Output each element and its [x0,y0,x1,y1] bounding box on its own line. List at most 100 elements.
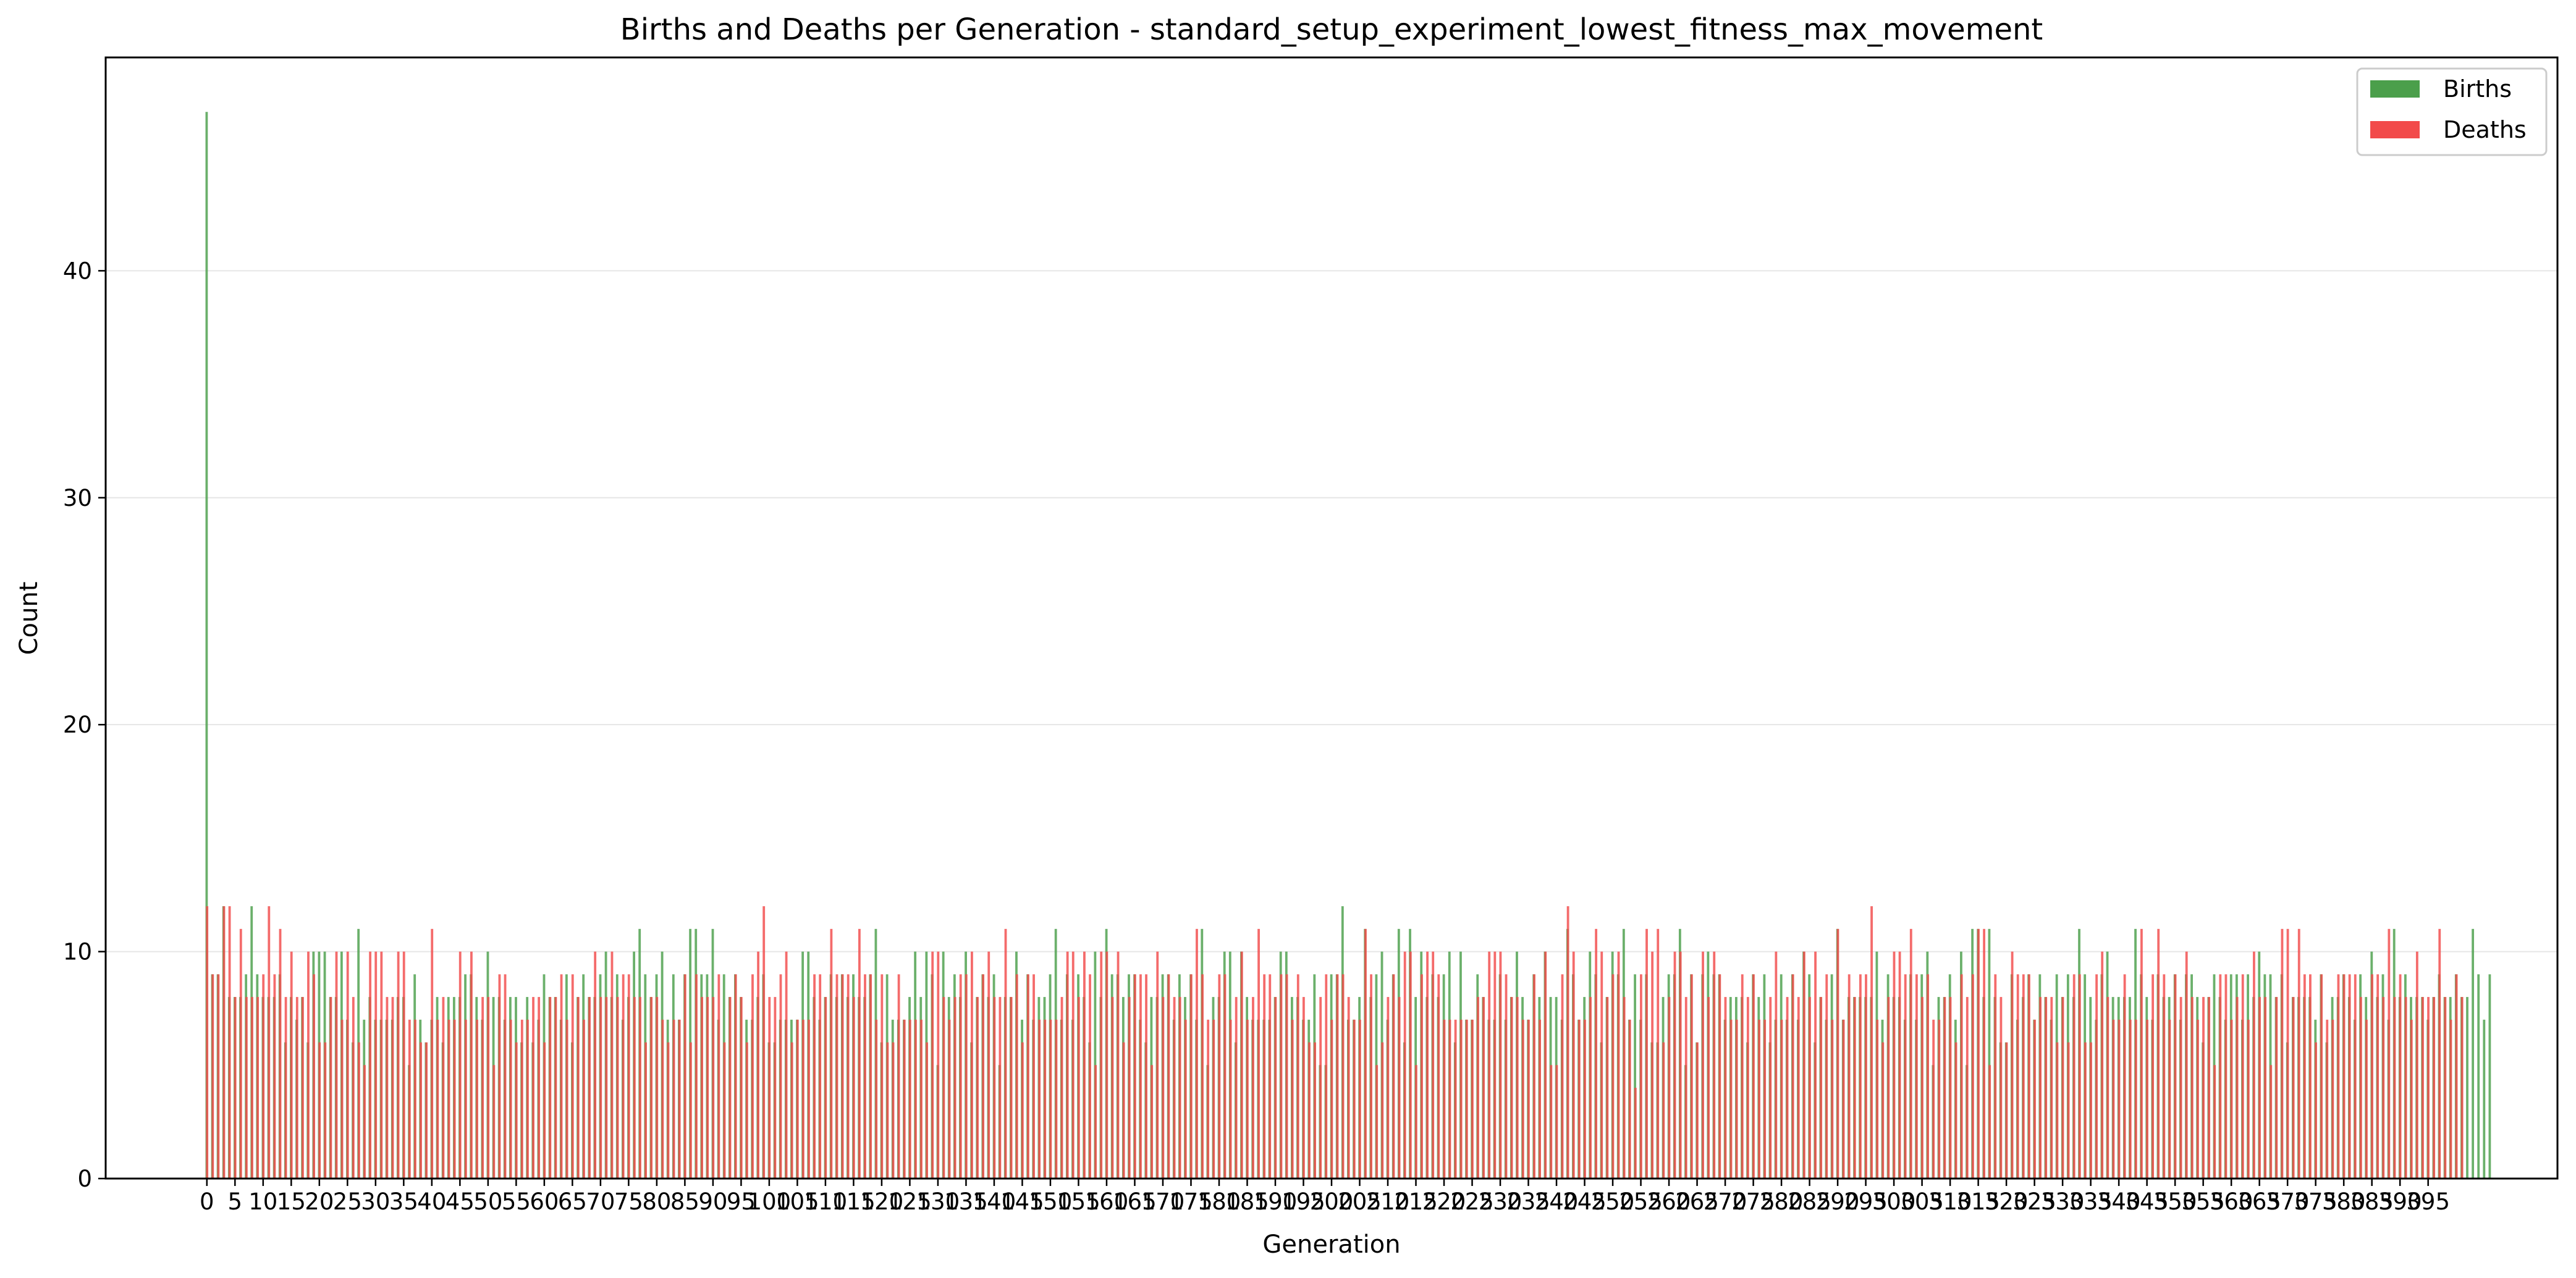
bar-deaths [1628,1019,1631,1179]
bar-deaths [2270,1065,2273,1179]
bar-deaths [1690,974,1693,1179]
bar-deaths [1707,997,1710,1179]
bar-deaths [1437,974,1440,1179]
x-tick-label: 225 [1450,1188,1494,1215]
bar-deaths [420,1042,422,1179]
bar-deaths [1921,997,1924,1179]
bar-deaths [335,951,338,1179]
bar-deaths [1392,974,1395,1179]
bar-deaths [576,997,580,1179]
x-tick-label: 65 [558,1188,587,1215]
bar-deaths [369,951,372,1179]
bar-deaths [717,974,720,1179]
bar-deaths [1758,1019,1760,1179]
bar-deaths [2241,974,2244,1179]
y-tick-label: 40 [63,258,92,284]
bar-deaths [2438,928,2441,1179]
bar-deaths [560,974,563,1179]
x-tick-label: 360 [2210,1188,2253,1215]
bar-deaths [2129,1019,2132,1179]
bar-deaths [329,997,332,1179]
bar-deaths [1021,1042,1024,1179]
bar-deaths [2106,997,2109,1179]
bar-deaths [1741,974,1744,1179]
bar-deaths [650,997,653,1179]
bar-deaths [835,974,838,1179]
bar-deaths [993,997,996,1179]
bar-deaths [492,1065,496,1179]
bar-deaths [1589,997,1592,1179]
bar-deaths [1572,951,1575,1179]
x-tick-label: 70 [586,1188,615,1215]
bar-deaths [458,951,462,1179]
bar-deaths [1257,928,1260,1179]
bar-deaths [841,974,844,1179]
bar-deaths [656,997,659,1179]
x-tick-label: 90 [698,1188,727,1215]
x-tick-label: 270 [1704,1188,1747,1215]
bar-deaths [1049,1019,1052,1179]
bar-deaths [2230,1019,2233,1179]
bar-deaths [1184,1019,1187,1179]
bar-deaths [1898,951,1901,1179]
bar-deaths [594,951,597,1179]
bar-deaths [723,1042,726,1179]
bar-deaths [914,1019,917,1179]
bar-deaths [1263,974,1266,1179]
bar-deaths [2067,1042,2070,1179]
bar-deaths [926,1042,929,1179]
bar-deaths [808,1019,810,1179]
bar-deaths [1802,951,1805,1179]
bar-deaths [1662,1042,1665,1179]
bar-deaths [363,1065,366,1179]
bar-deaths [380,951,383,1179]
bar-deaths [2371,974,2373,1179]
y-axis: 0 10 20 30 40 [63,258,106,1192]
bar-deaths [1347,997,1350,1179]
bar-deaths [1240,951,1243,1179]
y-tick-label: 30 [63,485,92,511]
x-tick-label: 130 [916,1188,960,1215]
bar-deaths [543,1042,546,1179]
bar-deaths [2326,1019,2329,1179]
x-tick-label: 10 [248,1188,277,1215]
bar-deaths [1094,1065,1097,1179]
x-tick-label: 280 [1760,1188,1804,1215]
bar-deaths [268,906,271,1179]
bar-deaths [1521,1019,1524,1179]
bar-deaths [971,951,973,1179]
bar-deaths [565,1019,568,1179]
bar-deaths [982,974,985,1179]
bar-deaths [481,997,484,1179]
bar-deaths [1196,928,1198,1179]
x-tick-label: 285 [1788,1188,1831,1215]
bar-deaths [2078,974,2081,1179]
bar-deaths [1516,997,1519,1179]
bar-deaths [1775,951,1778,1179]
x-tick-label: 350 [2153,1188,2197,1215]
bar-deaths [1308,1042,1311,1179]
bar-deaths [1285,974,1288,1179]
bar-deaths [2208,997,2211,1179]
x-tick-label: 340 [2097,1188,2141,1215]
bar-deaths [2090,1042,2092,1179]
bar-deaths [2027,974,2030,1179]
bar-deaths [2315,1042,2317,1179]
bar-deaths [1577,1019,1581,1179]
x-tick-label: 135 [944,1188,988,1215]
x-tick-label: 115 [832,1188,876,1215]
bar-deaths [1831,1019,1834,1179]
bar-deaths [307,951,310,1179]
bar-deaths [1252,997,1254,1179]
bar-deaths [408,1019,411,1179]
bar-deaths [785,951,788,1179]
bar-deaths [701,997,703,1179]
bar-deaths [976,997,979,1179]
bar-deaths [1207,1019,1210,1179]
x-tick-label: 260 [1647,1188,1691,1215]
bar-births [1094,951,1097,1179]
x-tick-label: 320 [1985,1188,2029,1215]
bar-deaths [734,974,737,1179]
bar-deaths [1403,951,1406,1179]
x-tick-label: 60 [530,1188,559,1215]
